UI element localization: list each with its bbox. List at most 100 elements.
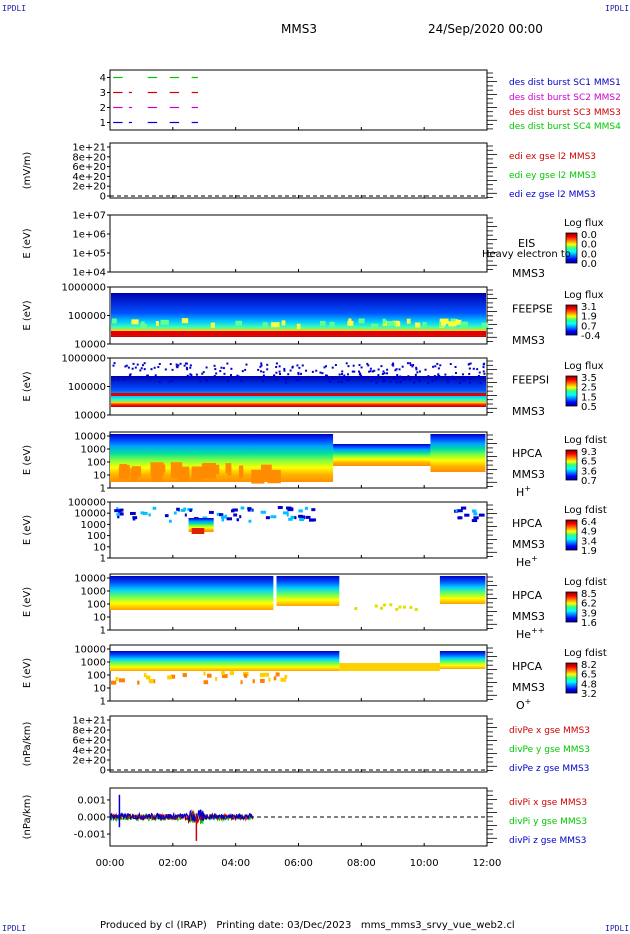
hpca-he-speckle [277, 506, 283, 510]
hpca-o-patch [252, 679, 255, 684]
y-tick-label: 1e+06 [72, 230, 106, 241]
feepsi-speckle [278, 370, 281, 373]
y-tick-label: 1 [100, 484, 106, 495]
feepsi-speckle [274, 379, 277, 382]
x-tick-label: 04:00 [221, 858, 250, 869]
feepsi-speckle [465, 375, 468, 378]
feepsi-speckle [219, 370, 222, 373]
spacecraft-label: MMS3 [512, 468, 545, 481]
panel-hpca_o: 1 10 100 1000 10000 E (eV) Log fdist8.26.54.83… [22, 644, 607, 712]
feepsi-speckle [158, 380, 161, 383]
colorbar-tick-label: 0.5 [581, 402, 597, 413]
feepsi-speckle [431, 379, 434, 382]
y-tick-label: 1e+07 [72, 211, 106, 222]
feepsi-speckle [331, 377, 334, 380]
y-tick-label: 10000 [74, 645, 106, 656]
feepsi-speckle [214, 368, 217, 371]
hpca-o-spectrogram [439, 651, 486, 669]
feepsi-speckle [184, 362, 187, 365]
feepsi-speckle [189, 364, 192, 367]
colorbar-title: Log flux [564, 361, 604, 372]
feepsi-speckle [125, 364, 128, 367]
legend-entry: des dist burst SC1 MMS1 [509, 78, 621, 88]
feepsi-speckle [319, 371, 322, 374]
hpca-o-patch [221, 671, 225, 676]
hpca-he-speckle [288, 517, 293, 521]
feepse-patch [386, 321, 395, 327]
legend-entry: des dist burst SC4 MMS4 [509, 122, 621, 132]
hpca-he-speckle [240, 506, 245, 510]
feepsi-speckle [462, 379, 465, 382]
feepsi-speckle [177, 364, 180, 367]
feepsi-speckle [415, 366, 418, 369]
spacecraft-label: MMS3 [512, 610, 545, 623]
feepsi-speckle [447, 378, 450, 381]
feepse-patch [441, 320, 447, 326]
hpca-o-spectrogram [110, 651, 340, 671]
feepsi-speckle [469, 381, 472, 384]
feepsi-speckle [470, 378, 473, 381]
feepsi-speckle [351, 370, 354, 373]
feepsi-speckle [283, 367, 286, 370]
y-axis-label: E (eV) [22, 228, 33, 258]
feepsi-speckle [141, 364, 144, 367]
spacecraft-label: MMS3 [512, 267, 545, 280]
feepsi-speckle [325, 365, 328, 368]
feepsi-speckle [446, 380, 449, 383]
hpca-he-speckle [184, 513, 187, 517]
y-tick-label: 100 [87, 458, 106, 469]
hpca-h-orange-patch [172, 467, 181, 476]
colorbar-tick-label: 4.8 [581, 679, 597, 690]
hpca-he-speckle [460, 506, 467, 510]
hpca-he-speckle [232, 508, 238, 512]
x-tick-label: 06:00 [284, 858, 313, 869]
hpca-o-patch [203, 680, 209, 685]
y-tick-label: 100000 [68, 382, 106, 393]
corner-mark-top-right: IPDLI [605, 4, 630, 13]
x-tick-label: 12:00 [473, 858, 502, 869]
feepsi-speckle [341, 373, 344, 376]
hpca-he-speckle [148, 513, 151, 517]
hpca-he-speckle [216, 512, 221, 516]
feepsi-speckle [122, 378, 125, 381]
feepsi-speckle [348, 376, 351, 379]
feepsi-speckle [301, 364, 304, 367]
feepsi-speckle [359, 372, 362, 375]
feepsi-speckle [360, 374, 363, 377]
feepsi-speckle [241, 370, 244, 373]
hpca-he-speckle [183, 507, 186, 511]
feepsi-speckle [391, 363, 394, 366]
species-charge: + [524, 484, 531, 493]
feepsi-speckle [189, 373, 192, 376]
feepsi-speckle [342, 376, 345, 379]
colorbar [565, 449, 578, 481]
hpca-he-speckle [287, 508, 294, 512]
feepsi-speckle [454, 365, 457, 368]
hpca-hepp-speckle [374, 604, 378, 608]
colorbar-title: Log fdist [564, 577, 607, 588]
feepse-patch [281, 320, 286, 326]
feepsi-speckle [289, 369, 292, 372]
feepsi-speckle [380, 365, 383, 368]
legend-entry: edi ey gse l2 MMS3 [509, 171, 596, 181]
hpca-hepp-speckle [398, 605, 402, 609]
feepsi-speckle [411, 365, 414, 368]
hpca-h-orange-patch [202, 463, 217, 479]
footer-produced: Produced by cl (IRAP) [100, 920, 207, 931]
feepsi-speckle [377, 374, 380, 377]
hpca-he-speckle [130, 511, 136, 515]
feepsi-speckle [376, 376, 379, 379]
feepsi-speckle [275, 362, 278, 365]
y-tick-label: 1000 [81, 445, 106, 456]
x-tick-label: 10:00 [410, 858, 439, 869]
feepsi-speckle [459, 381, 462, 384]
feepsi-speckle [295, 379, 298, 382]
feepsi-speckle [409, 362, 412, 365]
feepsi-speckle [432, 365, 435, 368]
y-tick-label: 1000 [81, 658, 106, 669]
y-tick-label: 1000 [81, 587, 106, 598]
feepsi-speckle [395, 368, 398, 371]
feepsi-speckle [195, 373, 198, 376]
hpca-o-patch [182, 673, 187, 678]
feepsi-speckle [321, 372, 324, 375]
